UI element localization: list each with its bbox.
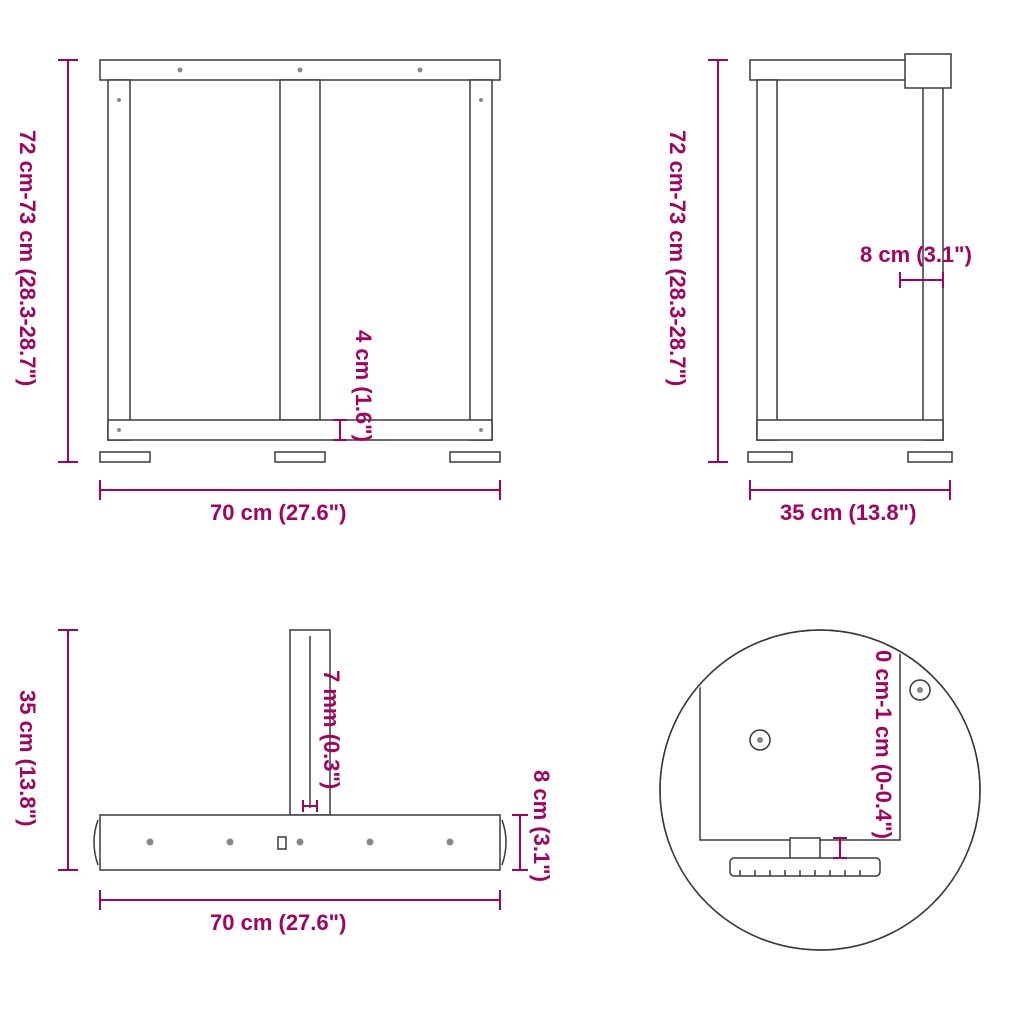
top-height-label: 35 cm (13.8"): [14, 690, 40, 826]
top-width-label: 70 cm (27.6"): [210, 910, 346, 936]
top-width-dim: [100, 890, 500, 910]
top-height-dim: [58, 630, 78, 870]
top-view: [94, 630, 506, 870]
front-bar-label: 4 cm (1.6"): [350, 330, 376, 442]
side-width-label: 35 cm (13.8"): [780, 500, 916, 526]
top-bar-dim: [512, 815, 528, 870]
side-post-label: 8 cm (3.1"): [860, 242, 972, 268]
front-height-dim: [58, 60, 78, 462]
detail-adjust-dim: [833, 838, 847, 858]
front-view: [100, 60, 500, 462]
front-width-dim: [100, 480, 500, 500]
side-width-dim: [750, 480, 950, 500]
side-height-label: 72 cm-73 cm (28.3-28.7"): [664, 130, 690, 386]
detail-view: [660, 630, 980, 950]
top-slot-label: 7 mm (0.3"): [318, 670, 344, 789]
top-bar-label: 8 cm (3.1"): [528, 770, 554, 882]
front-width-label: 70 cm (27.6"): [210, 500, 346, 526]
front-height-label: 72 cm-73 cm (28.3-28.7"): [14, 130, 40, 386]
side-height-dim: [708, 60, 728, 462]
detail-adjust-label: 0 cm-1 cm (0-0.4"): [870, 650, 896, 839]
